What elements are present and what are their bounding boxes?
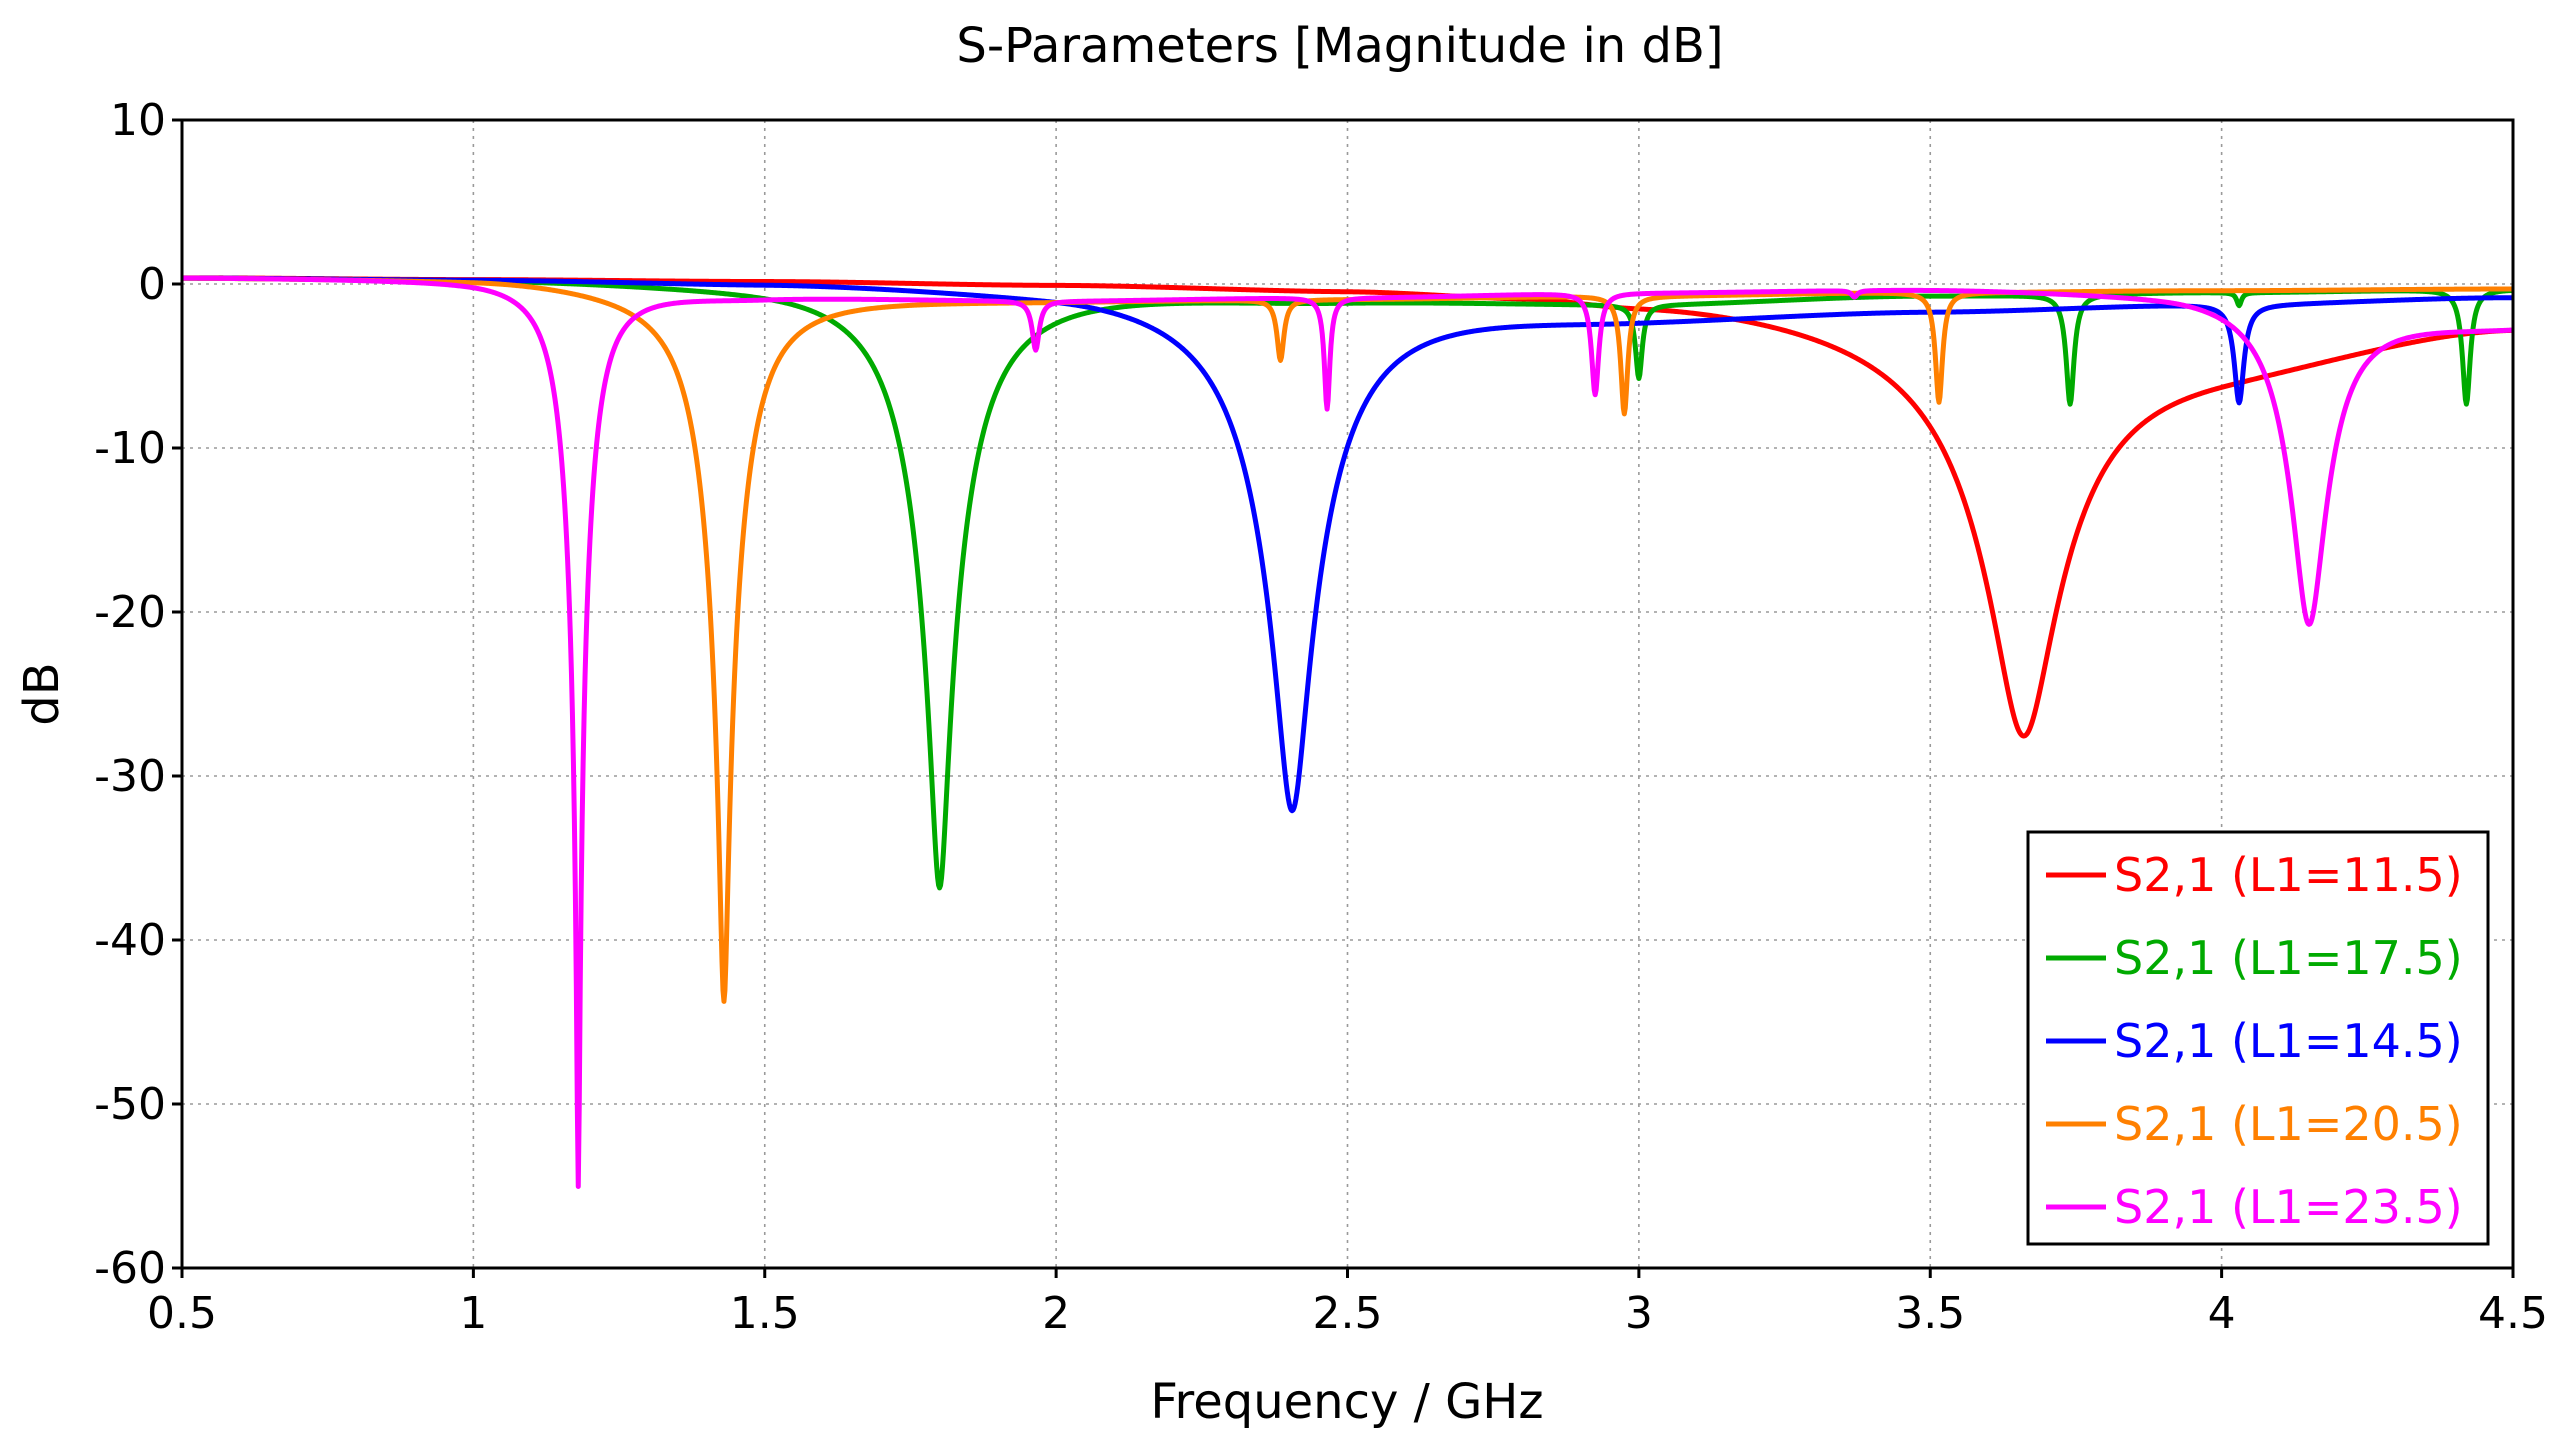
x-axis-title: Frequency / GHz [1150,1374,1543,1430]
x-tick-label: 4.5 [2478,1288,2548,1339]
y-tick-label: -30 [94,751,166,802]
x-tick-label: 1 [459,1288,487,1339]
legend-box [2026,830,2490,1246]
x-axis-ticks: 0.5 1 1.5 2 2.5 3 3.5 4 4.5 [147,1268,2548,1339]
x-tick-label: 3 [1625,1288,1653,1339]
y-tick-label: 10 [110,95,166,146]
x-tick-label: 3.5 [1895,1288,1965,1339]
x-tick-label: 0.5 [147,1288,217,1339]
legend-label-1: S2,1 (L1=11.5) [2114,848,2463,902]
legend-label-2: S2,1 (L1=17.5) [2114,931,2463,985]
x-tick-label: 2.5 [1313,1288,1383,1339]
y-tick-label: -50 [94,1079,166,1130]
series-lines [180,275,2515,1189]
y-tick-label: 0 [138,259,166,310]
legend-label-5: S2,1 (L1=23.5) [2114,1180,2463,1234]
x-tick-label: 4 [2208,1288,2236,1339]
series-line-5 [180,275,2515,1189]
legend-entries: S2,1 (L1=11.5) S2,1 (L1=17.5) S2,1 (L1=14.… [2046,848,2463,1234]
y-tick-label: -40 [94,915,166,966]
y-tick-label: -20 [94,587,166,638]
y-tick-label: -60 [94,1243,166,1294]
legend-label-4: S2,1 (L1=20.5) [2114,1097,2463,1151]
legend: S2,1 (L1=11.5) S2,1 (L1=17.5) S2,1 (L1=14.… [2026,830,2490,1246]
y-axis-title: dB [14,662,70,725]
y-axis-ticks: 10 0 -10 -20 -30 -40 -50 -60 [94,95,182,1294]
y-tick-label: -10 [94,423,166,474]
x-tick-label: 2 [1042,1288,1070,1339]
series-line-3 [180,275,2515,814]
x-tick-label: 1.5 [730,1288,800,1339]
chart-title: S-Parameters [Magnitude in dB] [956,18,1723,74]
legend-label-3: S2,1 (L1=14.5) [2114,1014,2463,1068]
